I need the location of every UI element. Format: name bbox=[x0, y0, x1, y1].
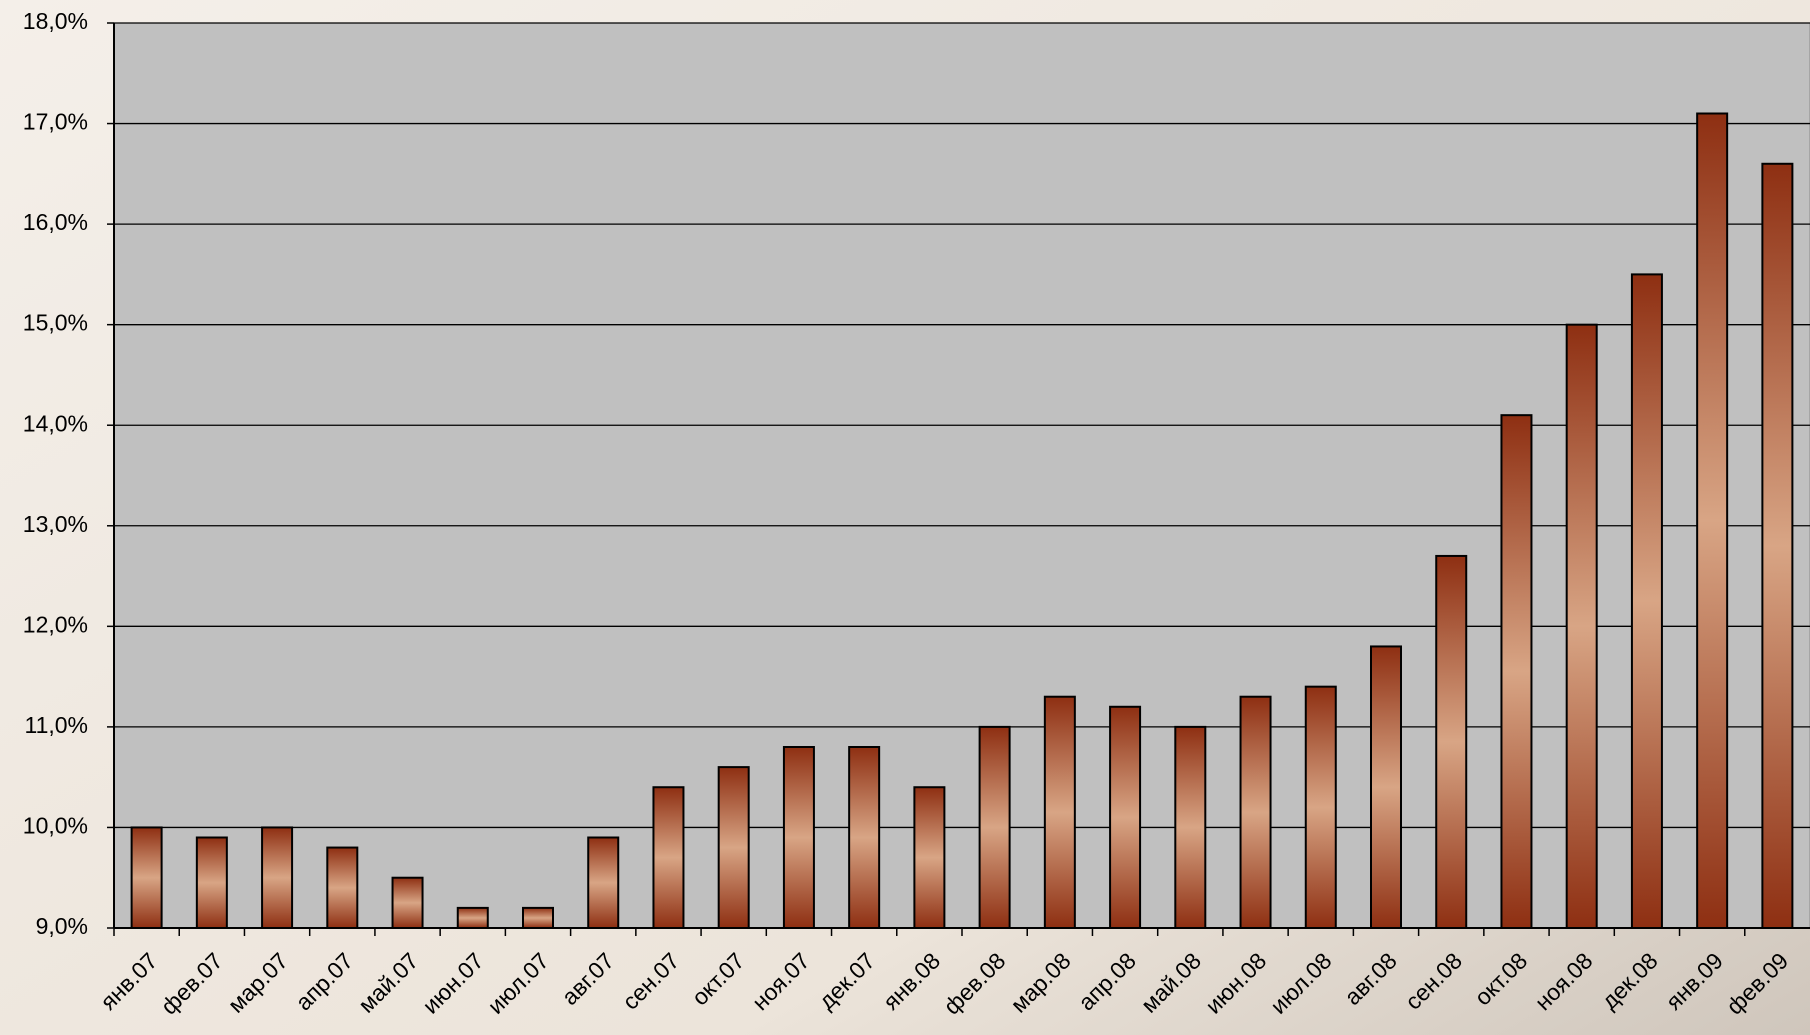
y-tick-label: 12,0% bbox=[23, 611, 88, 637]
bar bbox=[456, 906, 489, 930]
y-tick-label: 17,0% bbox=[23, 109, 88, 135]
bar bbox=[1370, 645, 1402, 929]
bar bbox=[717, 766, 750, 929]
bar bbox=[1239, 695, 1272, 929]
bar bbox=[1500, 414, 1533, 929]
bar bbox=[1565, 323, 1598, 929]
bar bbox=[1761, 162, 1794, 929]
bar bbox=[1696, 112, 1729, 929]
bar bbox=[913, 786, 946, 929]
bar bbox=[1174, 725, 1207, 930]
bar bbox=[978, 725, 1011, 930]
bar bbox=[522, 906, 554, 930]
plot-area bbox=[113, 22, 1810, 929]
bar bbox=[652, 786, 685, 929]
bar bbox=[326, 846, 359, 929]
bar bbox=[261, 826, 294, 930]
y-tick-label: 14,0% bbox=[23, 410, 88, 436]
bar bbox=[1109, 705, 1142, 929]
y-tick-label: 10,0% bbox=[23, 813, 88, 839]
bar bbox=[1435, 554, 1468, 929]
bar bbox=[130, 826, 163, 930]
y-tick-label: 18,0% bbox=[23, 8, 88, 34]
bar bbox=[391, 876, 424, 930]
bar bbox=[848, 746, 881, 929]
y-tick-label: 15,0% bbox=[23, 310, 88, 336]
bar bbox=[1630, 273, 1663, 929]
bar bbox=[587, 836, 620, 929]
bar bbox=[1043, 695, 1076, 929]
bar bbox=[782, 746, 815, 929]
bar bbox=[1304, 685, 1337, 930]
y-tick-label: 16,0% bbox=[23, 209, 88, 235]
y-tick-label: 11,0% bbox=[24, 712, 88, 738]
y-tick-label: 9,0% bbox=[36, 913, 88, 939]
bar bbox=[195, 836, 228, 929]
y-tick-label: 13,0% bbox=[23, 511, 88, 537]
